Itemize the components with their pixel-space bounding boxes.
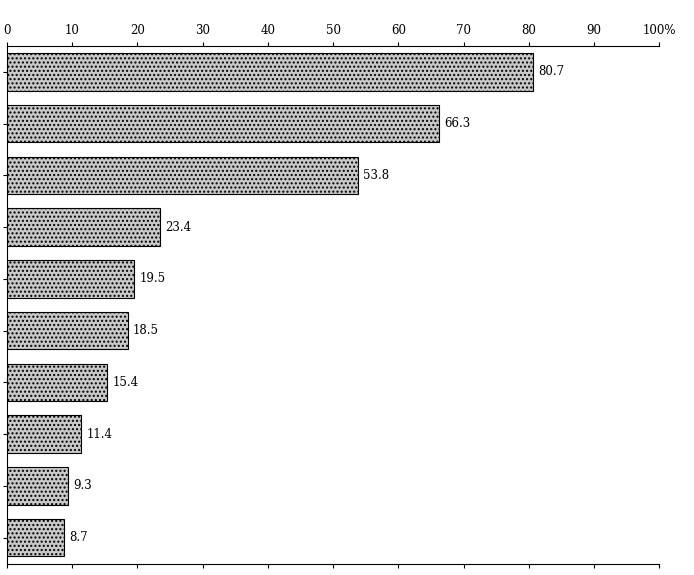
Text: 66.3: 66.3 — [445, 117, 471, 130]
Text: 15.4: 15.4 — [112, 376, 139, 389]
Text: 19.5: 19.5 — [139, 273, 165, 285]
Text: 18.5: 18.5 — [133, 324, 159, 337]
Bar — [7, 209, 160, 246]
Bar — [7, 157, 358, 194]
Bar — [7, 519, 64, 556]
Text: 80.7: 80.7 — [539, 66, 565, 78]
Bar — [7, 312, 128, 349]
Bar — [7, 416, 81, 453]
Bar — [7, 467, 67, 504]
Text: 11.4: 11.4 — [87, 428, 112, 440]
Text: 23.4: 23.4 — [164, 221, 191, 233]
Bar — [7, 105, 439, 142]
Text: 9.3: 9.3 — [73, 480, 92, 492]
Text: 8.7: 8.7 — [69, 531, 87, 544]
Bar — [7, 364, 108, 401]
Bar — [7, 260, 134, 297]
Bar — [7, 53, 534, 90]
Text: 53.8: 53.8 — [363, 169, 389, 182]
